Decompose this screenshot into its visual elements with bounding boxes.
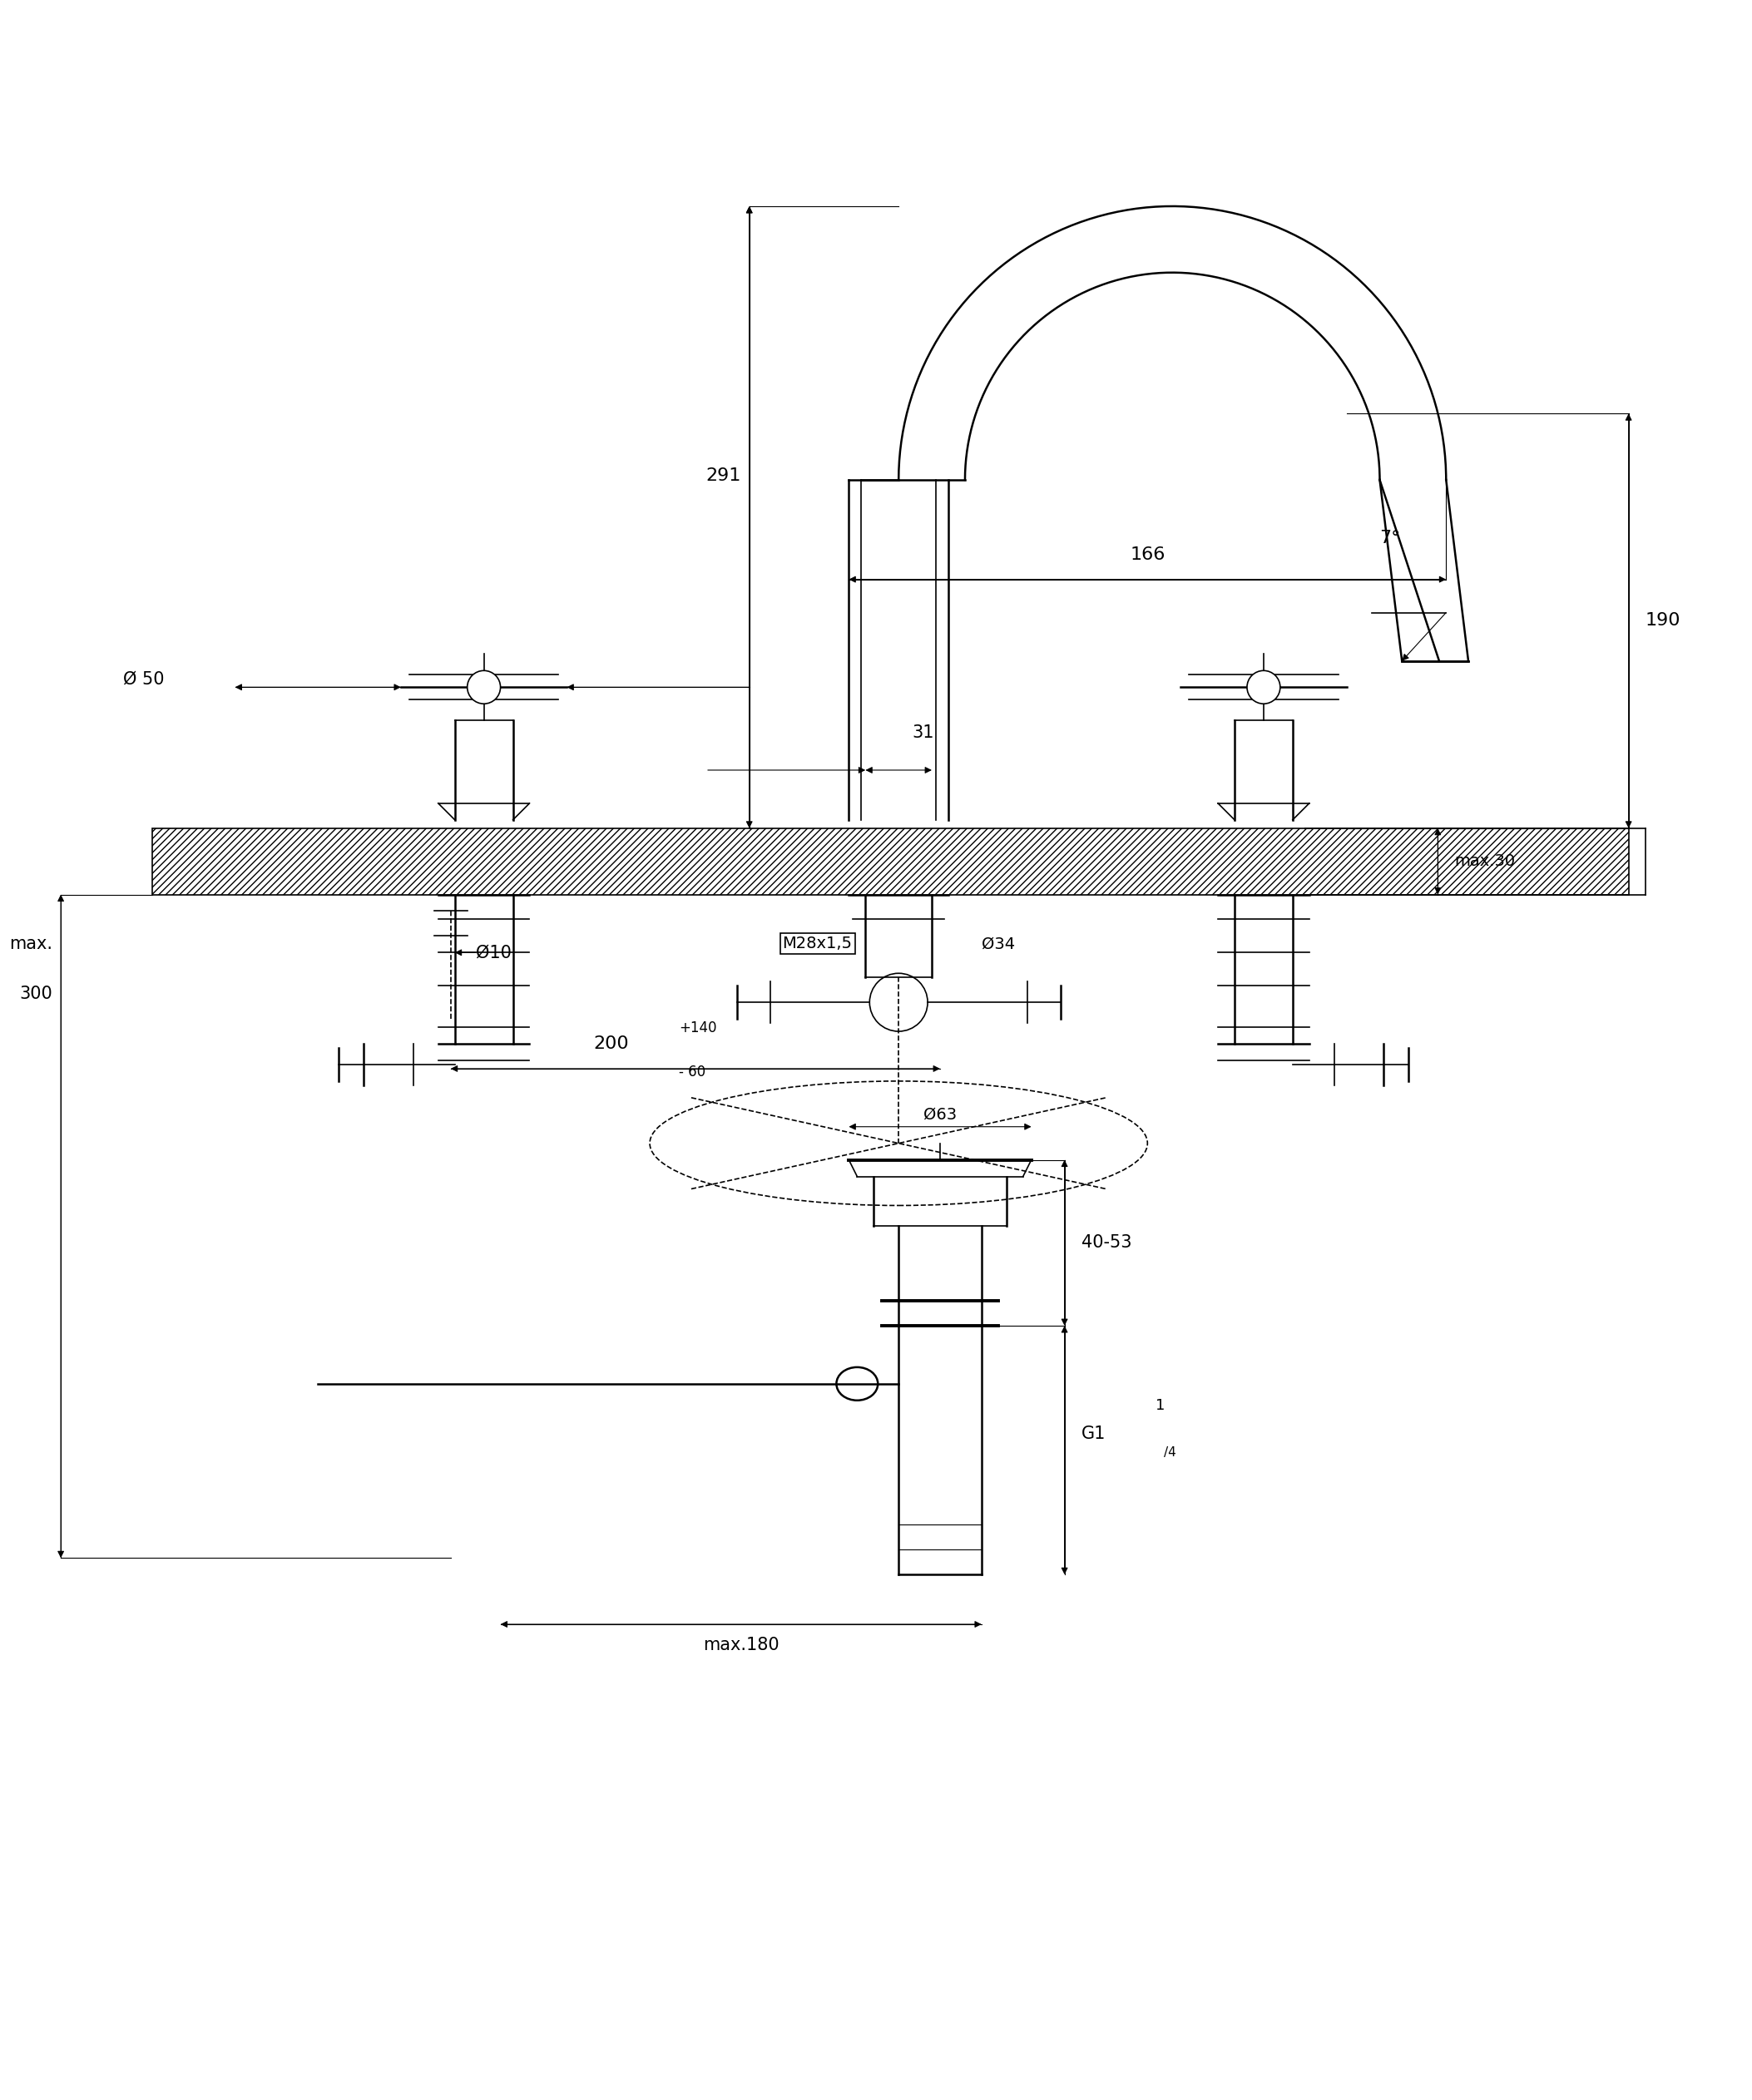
Text: /4: /4 (1163, 1447, 1176, 1460)
Text: max.: max. (9, 937, 53, 953)
Text: Ø34: Ø34 (981, 937, 1014, 951)
Text: 1: 1 (1156, 1399, 1165, 1413)
Text: 40-53: 40-53 (1081, 1235, 1132, 1252)
Text: 291: 291 (706, 468, 741, 483)
Circle shape (869, 972, 927, 1031)
Text: G1: G1 (1081, 1426, 1106, 1443)
Text: 190: 190 (1645, 613, 1680, 630)
Text: M28x1,5: M28x1,5 (783, 937, 853, 951)
Text: 7°: 7° (1381, 529, 1402, 546)
Text: 31: 31 (913, 724, 934, 741)
Text: Ø 50: Ø 50 (123, 670, 165, 687)
Bar (152, 827, 1629, 895)
Ellipse shape (836, 1367, 878, 1401)
Text: 300: 300 (19, 985, 53, 1002)
Circle shape (468, 670, 501, 704)
Text: Ø63: Ø63 (923, 1107, 957, 1124)
Text: max.180: max.180 (703, 1636, 780, 1653)
Text: Ø10: Ø10 (475, 945, 512, 962)
Text: 200: 200 (594, 1035, 629, 1052)
Text: 166: 166 (1130, 546, 1165, 563)
Text: max.30: max.30 (1454, 853, 1515, 869)
Text: +140: +140 (678, 1021, 717, 1035)
Circle shape (1247, 670, 1281, 704)
Text: - 60: - 60 (678, 1065, 706, 1079)
